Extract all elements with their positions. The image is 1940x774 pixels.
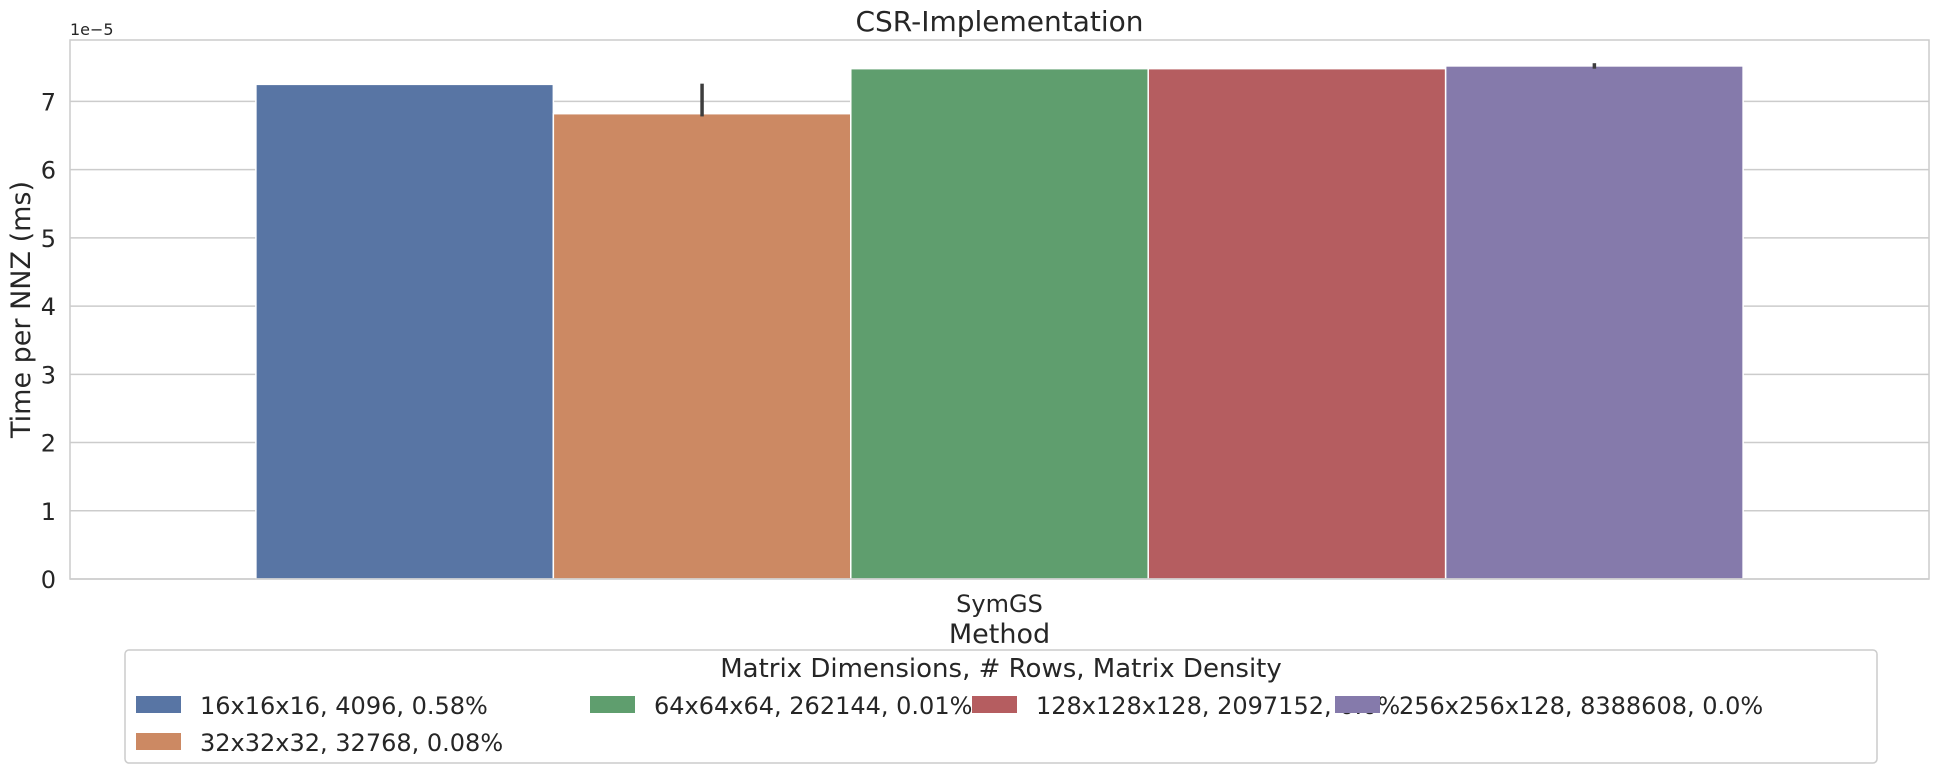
- bar: [552, 112, 852, 580]
- y-tick-label: 1: [41, 498, 56, 526]
- y-axis-title: Time per NNZ (ms): [6, 181, 37, 439]
- legend-label: 32x32x32, 32768, 0.08%: [200, 729, 503, 757]
- legend-entry: 64x64x64, 262144, 0.01%: [590, 692, 972, 720]
- x-tick-label: SymGS: [956, 590, 1043, 618]
- legend-title: Matrix Dimensions, # Rows, Matrix Densit…: [720, 654, 1282, 684]
- y-axis-offset-label: 1e−5: [70, 20, 114, 39]
- y-tick-label: 3: [41, 361, 56, 389]
- y-tick-label: 7: [41, 88, 56, 116]
- legend-swatch: [972, 696, 1017, 713]
- legend-swatch: [1335, 696, 1380, 713]
- plot-frame: [69, 39, 1930, 580]
- bar: [1444, 65, 1744, 580]
- legend-label: 16x16x16, 4096, 0.58%: [200, 692, 488, 720]
- y-tick-label: 2: [41, 430, 56, 458]
- error-bars: [700, 63, 1597, 117]
- y-tick-label: 4: [41, 293, 56, 321]
- legend-entry: 256x256x128, 8388608, 0.0%: [1335, 692, 1763, 720]
- bar: [1147, 67, 1447, 580]
- y-tick-label: 6: [41, 157, 56, 185]
- y-tick-labels: 0 1 2 3 4 5 6 7: [41, 88, 56, 594]
- bar: [850, 67, 1149, 580]
- chart-title: CSR-Implementation: [855, 5, 1143, 38]
- legend: Matrix Dimensions, # Rows, Matrix Densit…: [124, 649, 1878, 764]
- legend-entries: 16x16x16, 4096, 0.58% 32x32x32, 32768, 0.…: [136, 692, 1763, 757]
- y-tick-label: 0: [41, 566, 56, 594]
- x-tick-labels: SymGS: [956, 590, 1043, 618]
- legend-swatch: [590, 696, 635, 713]
- legend-swatch: [136, 733, 181, 750]
- legend-entry: 16x16x16, 4096, 0.58%: [136, 692, 488, 720]
- bars: [255, 65, 1744, 580]
- legend-entry: 32x32x32, 32768, 0.08%: [136, 729, 503, 757]
- legend-label: 64x64x64, 262144, 0.01%: [654, 692, 972, 720]
- x-axis-title: Method: [949, 619, 1050, 650]
- legend-label: 256x256x128, 8388608, 0.0%: [1399, 692, 1763, 720]
- y-tick-label: 5: [41, 225, 56, 253]
- legend-swatch: [136, 696, 181, 713]
- bar: [255, 83, 555, 580]
